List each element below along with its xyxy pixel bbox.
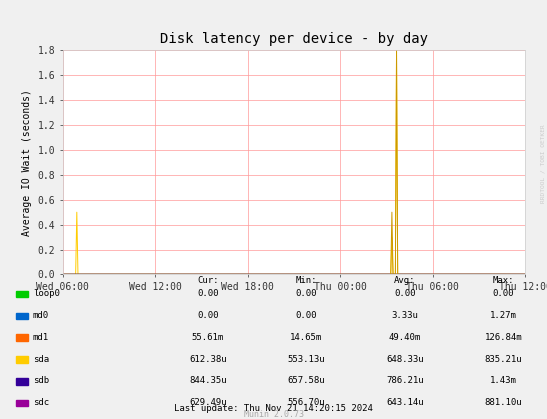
Text: 1.43m: 1.43m xyxy=(490,376,517,385)
Text: 844.35u: 844.35u xyxy=(189,376,226,385)
Text: loop0: loop0 xyxy=(33,289,60,298)
Text: 1.27m: 1.27m xyxy=(490,311,517,320)
Text: sdc: sdc xyxy=(33,398,49,407)
Text: 553.13u: 553.13u xyxy=(288,354,325,364)
Y-axis label: Average IO Wait (seconds): Average IO Wait (seconds) xyxy=(22,89,32,236)
Text: Last update: Thu Nov 21 14:20:15 2024: Last update: Thu Nov 21 14:20:15 2024 xyxy=(174,404,373,414)
Text: Max:: Max: xyxy=(492,276,514,285)
Text: 126.84m: 126.84m xyxy=(485,333,522,342)
Text: Munin 2.0.73: Munin 2.0.73 xyxy=(243,410,304,419)
Text: 0.00: 0.00 xyxy=(197,311,219,320)
Text: 629.49u: 629.49u xyxy=(189,398,226,407)
Text: 835.21u: 835.21u xyxy=(485,354,522,364)
Text: Min:: Min: xyxy=(295,276,317,285)
Text: Avg:: Avg: xyxy=(394,276,416,285)
Text: 0.00: 0.00 xyxy=(295,289,317,298)
Text: 14.65m: 14.65m xyxy=(290,333,322,342)
Text: 0.00: 0.00 xyxy=(394,289,416,298)
Text: 0.00: 0.00 xyxy=(197,289,219,298)
Text: 55.61m: 55.61m xyxy=(192,333,224,342)
Text: 3.33u: 3.33u xyxy=(391,311,418,320)
Title: Disk latency per device - by day: Disk latency per device - by day xyxy=(160,32,428,47)
Text: 657.58u: 657.58u xyxy=(288,376,325,385)
Text: 643.14u: 643.14u xyxy=(386,398,423,407)
Text: 49.40m: 49.40m xyxy=(389,333,421,342)
Text: md1: md1 xyxy=(33,333,49,342)
Text: 556.70u: 556.70u xyxy=(288,398,325,407)
Text: 881.10u: 881.10u xyxy=(485,398,522,407)
Text: 0.00: 0.00 xyxy=(295,311,317,320)
Text: Cur:: Cur: xyxy=(197,276,219,285)
Text: 786.21u: 786.21u xyxy=(386,376,423,385)
Text: 0.00: 0.00 xyxy=(492,289,514,298)
Text: sda: sda xyxy=(33,354,49,364)
Text: 648.33u: 648.33u xyxy=(386,354,423,364)
Text: RRDTOOL / TOBI OETKER: RRDTOOL / TOBI OETKER xyxy=(540,124,545,203)
Text: 612.38u: 612.38u xyxy=(189,354,226,364)
Text: sdb: sdb xyxy=(33,376,49,385)
Text: md0: md0 xyxy=(33,311,49,320)
